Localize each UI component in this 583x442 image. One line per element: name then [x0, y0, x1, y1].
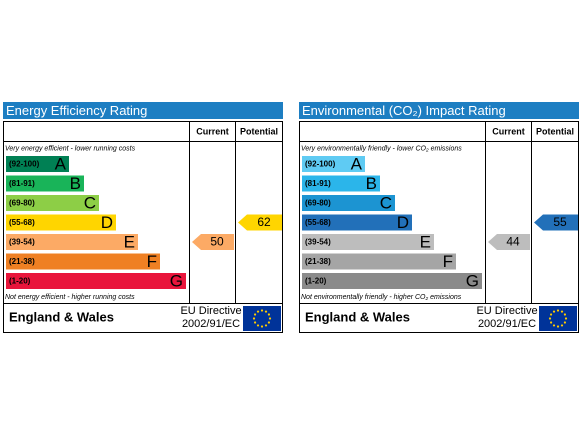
top-note: Very environmentally friendly - lower CO… [301, 145, 462, 152]
panel-frame [3, 121, 283, 333]
rating-band [6, 156, 69, 172]
rating-panel: Environmental (CO₂) Impact Rating Current… [299, 102, 579, 333]
band-letter: D [397, 213, 409, 232]
band-letter: C [84, 193, 96, 212]
band-range: (92-100) [305, 160, 336, 169]
eu-star [256, 324, 260, 327]
rating-value: 55 [553, 215, 567, 229]
rating-band [6, 253, 160, 270]
rating-panel: Energy Efficiency Rating Current Potential… [3, 102, 283, 333]
title-bar [3, 102, 283, 119]
rating-value: 50 [210, 235, 224, 249]
eu-star [560, 310, 564, 313]
rating-arrow [192, 234, 234, 250]
rating-band [6, 214, 116, 231]
band-letter: E [124, 232, 135, 251]
top-note: Very energy efficient - lower running co… [5, 145, 136, 152]
eu-star [552, 310, 556, 313]
band-range: (21-38) [9, 257, 35, 266]
band-letter: A [55, 154, 67, 173]
band-letter: D [101, 213, 113, 232]
directive-line: 2002/91/EC [182, 318, 240, 330]
directive-line: EU Directive [180, 305, 241, 317]
band-letter: C [380, 193, 392, 212]
band-range: (92-100) [9, 160, 40, 169]
eu-star [549, 313, 553, 316]
eu-star [268, 317, 272, 320]
band-range: (81-91) [305, 179, 331, 188]
directive-line: 2002/91/EC [478, 318, 536, 330]
eu-star [260, 325, 264, 328]
band-range: (21-38) [305, 257, 331, 266]
band-range: (39-54) [305, 238, 331, 247]
rating-arrow [238, 214, 282, 231]
eu-star [260, 309, 264, 312]
rating-band [302, 195, 395, 211]
rating-band [6, 234, 138, 250]
rating-arrow [534, 214, 578, 231]
eu-star [548, 317, 552, 320]
region-label: England & Wales [305, 309, 410, 324]
rating-band [302, 273, 482, 289]
rating-band [6, 195, 99, 211]
band-range: (1-20) [9, 277, 31, 286]
eu-star [253, 321, 257, 324]
band-range: (55-68) [9, 218, 35, 227]
eu-star [267, 313, 271, 316]
eu-star [267, 321, 271, 324]
panel-frame [299, 121, 579, 333]
band-range: (39-54) [9, 238, 35, 247]
band-letter: G [170, 271, 183, 290]
band-letter: A [351, 154, 363, 173]
column-header: Potential [536, 126, 574, 136]
bottom-note: Not environmentally friendly - higher CO… [301, 294, 462, 301]
panel-title: Energy Efficiency Rating [6, 103, 147, 118]
rating-value: 62 [257, 215, 271, 229]
column-header: Current [196, 126, 229, 136]
band-letter: E [420, 232, 431, 251]
eu-star [556, 325, 560, 328]
eu-star [256, 310, 260, 313]
title-bar [299, 102, 579, 119]
column-header: Potential [240, 126, 278, 136]
band-letter: F [443, 252, 453, 271]
column-header: Current [492, 126, 525, 136]
band-range: (55-68) [305, 218, 331, 227]
eu-star [556, 309, 560, 312]
panel-title: Environmental (CO₂) Impact Rating [302, 103, 506, 118]
band-letter: B [366, 174, 377, 193]
band-range: (69-80) [305, 199, 331, 208]
band-range: (1-20) [305, 277, 327, 286]
eu-star [563, 313, 567, 316]
eu-star [563, 321, 567, 324]
rating-band [302, 156, 365, 172]
rating-band [302, 175, 380, 192]
band-range: (81-91) [9, 179, 35, 188]
eu-star [252, 317, 256, 320]
eu-star [253, 313, 257, 316]
band-letter: B [70, 174, 81, 193]
rating-band [6, 175, 84, 192]
directive-line: EU Directive [476, 305, 537, 317]
eu-star [564, 317, 568, 320]
rating-arrow [488, 234, 530, 250]
band-range: (69-80) [9, 199, 35, 208]
eu-star [264, 324, 268, 327]
rating-band [302, 253, 456, 270]
rating-value: 44 [506, 235, 520, 249]
eu-star [560, 324, 564, 327]
bottom-note: Not energy efficient - higher running co… [5, 294, 135, 301]
eu-star [552, 324, 556, 327]
band-letter: F [147, 252, 157, 271]
rating-band [6, 273, 186, 289]
region-label: England & Wales [9, 309, 114, 324]
eu-star [264, 310, 268, 313]
rating-band [302, 214, 412, 231]
band-letter: G [466, 271, 479, 290]
eu-star [549, 321, 553, 324]
rating-band [302, 234, 434, 250]
